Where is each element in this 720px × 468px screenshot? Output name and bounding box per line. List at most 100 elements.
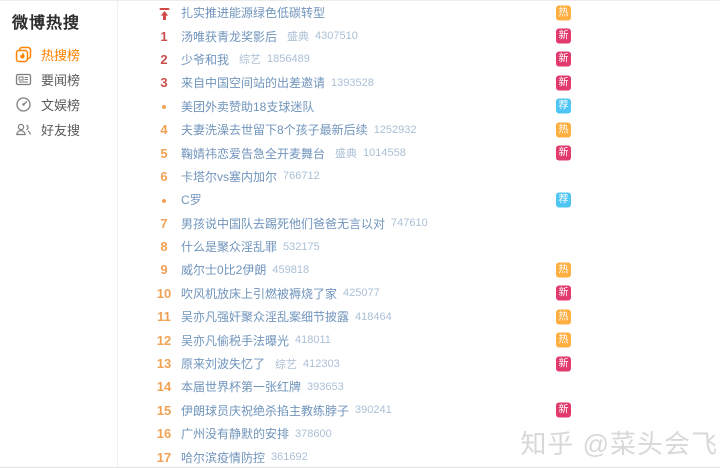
rank-label: 1 xyxy=(160,28,168,44)
heat-count: 4307510 xyxy=(315,30,358,43)
rank-label: 11 xyxy=(157,309,171,325)
sidebar-item-friends[interactable]: 好友搜 xyxy=(0,117,117,142)
sidebar-item-label: 要闻榜 xyxy=(41,73,81,88)
category-tag: 盛典 xyxy=(287,31,310,44)
sidebar-item-hot-search[interactable]: 热搜榜 xyxy=(0,42,117,67)
status-badge: 荐 xyxy=(556,98,571,114)
topic-link[interactable]: 原来刘波失忆了 xyxy=(181,357,266,372)
topic-link[interactable]: 吴亦凡偷税手法曝光 xyxy=(181,333,290,348)
status-badge: 热 xyxy=(556,332,571,348)
topic-link[interactable]: 扎实推进能源绿色低碳转型 xyxy=(181,6,326,21)
sidebar: 微博热搜 热搜榜 要闻榜 xyxy=(0,1,118,467)
status-badge: 热 xyxy=(556,5,571,21)
status-badge: 热 xyxy=(556,262,571,278)
hot-search-row[interactable]: 6 卡塔尔vs塞内加尔 766712 xyxy=(119,165,720,188)
rank-label: 16 xyxy=(156,426,172,442)
heat-count: 1014558 xyxy=(363,147,406,160)
hot-search-row[interactable]: 9 威尔士0比2伊朗 459818 热 xyxy=(119,258,720,281)
hot-search-row[interactable]: 2 少爷和我 综艺 1856489 新 xyxy=(119,48,720,71)
hot-search-row[interactable]: 1 汤唯获青龙奖影后 盛典 4307510 新 xyxy=(119,24,720,47)
topic-link[interactable]: 夫妻洗澡去世留下8个孩子最新后续 xyxy=(181,123,368,138)
status-badge: 热 xyxy=(556,309,571,325)
status-badge: 新 xyxy=(556,28,571,44)
hot-search-row[interactable]: 13 原来刘波失忆了 综艺 412303 新 xyxy=(119,352,720,375)
rank-label: 3 xyxy=(160,75,168,91)
status-badge: 新 xyxy=(556,145,571,161)
heat-count: 378600 xyxy=(295,427,332,440)
hot-search-row[interactable]: C罗 荐 xyxy=(119,188,720,211)
topic-link[interactable]: 威尔士0比2伊朗 xyxy=(181,263,267,278)
heat-count: 1856489 xyxy=(267,53,310,66)
hot-search-row[interactable]: 扎实推进能源绿色低碳转型 热 xyxy=(119,1,720,24)
rank-label: 5 xyxy=(160,145,168,161)
hot-search-row[interactable]: 15 伊朗球员庆祝绝杀掐主教练脖子 390241 新 xyxy=(119,399,720,422)
hot-search-row[interactable]: 4 夫妻洗澡去世留下8个孩子最新后续 1252932 热 xyxy=(119,118,720,141)
heat-count: 393653 xyxy=(307,380,344,393)
rank-label xyxy=(151,192,177,207)
heat-count: 766712 xyxy=(283,170,320,183)
hot-search-row[interactable]: 美团外卖赞助18支球迷队 荐 xyxy=(119,95,720,118)
rank-label: 8 xyxy=(160,239,168,255)
promoted-dot-icon xyxy=(162,198,166,203)
status-badge: 新 xyxy=(556,402,571,418)
watermark: 知乎 @菜头会飞 xyxy=(520,429,718,459)
hot-search-row[interactable]: 7 男孩说中国队去踢死他们爸爸无言以对 747610 xyxy=(119,212,720,235)
hot-search-row[interactable]: 14 本届世界杯第一张红牌 393653 xyxy=(119,375,720,398)
heat-count: 532175 xyxy=(283,240,320,253)
heat-count: 1252932 xyxy=(373,123,417,136)
hot-search-row[interactable]: 17 哈尔滨疫情防控 361692 xyxy=(119,445,720,467)
hot-search-row[interactable]: 12 吴亦凡偷税手法曝光 418011 热 xyxy=(119,328,720,351)
rank-label: 9 xyxy=(160,262,168,278)
heat-count: 418464 xyxy=(355,310,392,323)
rank-label xyxy=(151,99,177,114)
topic-link[interactable]: 美团外卖赞助18支球迷队 xyxy=(181,99,315,114)
heat-count: 1393528 xyxy=(331,76,374,89)
status-badge: 新 xyxy=(556,51,571,67)
topic-link[interactable]: 吴亦凡强奸聚众淫乱案细节披露 xyxy=(181,310,350,325)
sidebar-item-news[interactable]: 要闻榜 xyxy=(0,67,117,92)
sidebar-item-entertainment[interactable]: 文娱榜 xyxy=(0,92,117,117)
hot-search-row[interactable]: 10 吹风机放床上引燃被褥烧了家 425077 新 xyxy=(119,282,720,305)
page-title: 微博热搜 xyxy=(12,15,81,32)
rank-label: 2 xyxy=(160,51,168,67)
topic-link[interactable]: C罗 xyxy=(181,193,202,208)
topic-link[interactable]: 男孩说中国队去踢死他们爸爸无言以对 xyxy=(181,216,386,231)
topic-link[interactable]: 汤唯获青龙奖影后 xyxy=(181,29,278,44)
topic-link[interactable]: 本届世界杯第一张红牌 xyxy=(181,380,302,395)
sidebar-item-label: 热搜榜 xyxy=(41,48,81,63)
category-tag: 综艺 xyxy=(239,54,262,67)
rank-label: 12 xyxy=(156,332,172,348)
hot-search-row[interactable]: 8 什么是聚众淫乱罪 532175 xyxy=(119,235,720,258)
hot-search-row[interactable]: 16 广州没有静默的安排 378600 xyxy=(119,422,720,445)
topic-link[interactable]: 吹风机放床上引燃被褥烧了家 xyxy=(181,286,338,301)
topic-link[interactable]: 什么是聚众淫乱罪 xyxy=(181,240,278,255)
topic-link[interactable]: 广州没有静默的安排 xyxy=(181,427,290,442)
category-tag: 综艺 xyxy=(275,358,298,371)
topic-link[interactable]: 来自中国空间站的出差邀请 xyxy=(181,76,326,91)
promoted-dot-icon xyxy=(162,105,166,110)
topic-link[interactable]: 鞠婧祎恋爱告急全开麦舞台 xyxy=(181,146,326,161)
rank-label: 10 xyxy=(156,285,172,301)
sidebar-item-label: 好友搜 xyxy=(41,123,81,138)
news-icon xyxy=(14,71,32,89)
topic-link[interactable]: 哈尔滨疫情防控 xyxy=(181,450,266,465)
status-badge: 热 xyxy=(556,122,571,138)
hot-search-row[interactable]: 3 来自中国空间站的出差邀请 1393528 新 xyxy=(119,71,720,94)
topic-link[interactable]: 少爷和我 xyxy=(181,52,230,67)
rank-label: 6 xyxy=(160,168,168,184)
hot-search-row[interactable]: 5 鞠婧祎恋爱告急全开麦舞台 盛典 1014558 新 xyxy=(119,141,720,164)
hot-search-row[interactable]: 11 吴亦凡强奸聚众淫乱案细节披露 418464 热 xyxy=(119,305,720,328)
sidebar-item-label: 文娱榜 xyxy=(41,98,81,113)
hot-search-list: 扎实推进能源绿色低碳转型 热 1 汤唯获青龙奖影后 盛典 4307510 新 2… xyxy=(119,1,720,467)
topic-link[interactable]: 伊朗球员庆祝绝杀掐主教练脖子 xyxy=(181,403,350,418)
heat-count: 418011 xyxy=(295,334,331,347)
heat-count: 425077 xyxy=(343,287,380,300)
rank-label: 15 xyxy=(156,402,172,418)
category-tag: 盛典 xyxy=(335,148,358,161)
rank-label: 14 xyxy=(156,379,172,395)
heat-count: 412303 xyxy=(303,357,340,370)
topic-link[interactable]: 卡塔尔vs塞内加尔 xyxy=(181,169,278,184)
entertainment-icon xyxy=(14,96,32,114)
friends-icon xyxy=(14,121,32,139)
